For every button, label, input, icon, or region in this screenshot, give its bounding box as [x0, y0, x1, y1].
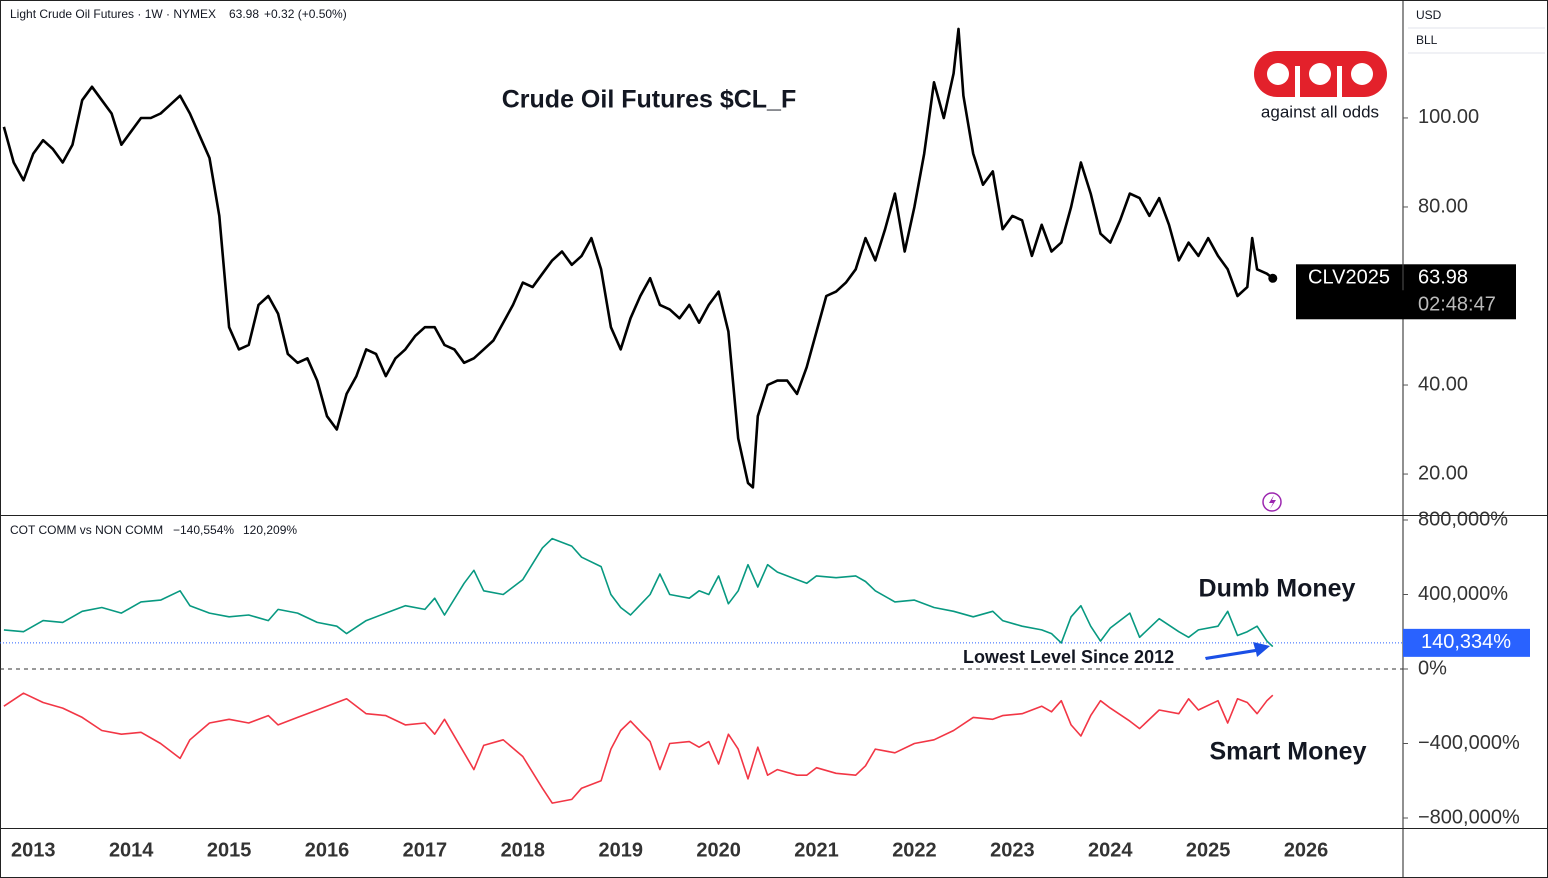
- alert-icon[interactable]: [1262, 492, 1282, 512]
- plot: [2, 27, 1274, 489]
- x-tick-label: 2016: [305, 839, 350, 861]
- y-tick-label: 100.00: [1418, 106, 1479, 128]
- x-tick-label: 2023: [990, 839, 1035, 861]
- unit: BLL: [1416, 33, 1438, 47]
- logo-hole: [1351, 63, 1373, 85]
- x-tick-label: 2013: [11, 839, 56, 861]
- x-tick-label: 2018: [501, 839, 546, 861]
- logo-hole: [1309, 63, 1331, 85]
- chart-title: Crude Oil Futures $CL_F: [502, 86, 796, 114]
- x-tick-label: 2022: [892, 839, 937, 861]
- annotation-arrow: [1205, 642, 1270, 660]
- plot: [3, 537, 1274, 804]
- x-tick-label: 2014: [109, 839, 154, 861]
- header-change: +0.32 (+0.50%): [264, 7, 347, 21]
- series-line: [3, 692, 1274, 804]
- logo-text: against all odds: [1261, 102, 1379, 121]
- logo-gap: [1295, 66, 1300, 97]
- logo-hole: [1267, 63, 1289, 85]
- x-tick-label: 2019: [598, 839, 643, 861]
- annotation: Lowest Level Since 2012: [963, 647, 1174, 667]
- last-point: [1268, 273, 1278, 283]
- y-tick-label: 800,000%: [1418, 508, 1508, 530]
- x-tick-label: 2020: [696, 839, 741, 861]
- y-tick-label: −800,000%: [1418, 806, 1520, 828]
- legend-value: 120,209%: [243, 523, 297, 537]
- price-tag-name: CLV2025: [1308, 267, 1390, 289]
- countdown: 02:48:47: [1418, 294, 1496, 316]
- price-tag-value: 63.98: [1418, 267, 1468, 289]
- marker-tag: [1403, 628, 1530, 657]
- logo: against all odds: [1254, 51, 1387, 121]
- series-line: [3, 537, 1274, 648]
- x-tick-label: 2017: [403, 839, 448, 861]
- header-price: 63.98: [229, 7, 259, 21]
- y-tick-label: 20.00: [1418, 462, 1468, 484]
- indicator-header: COT COMM vs NON COMM: [10, 523, 163, 537]
- legend-value: −140,554%: [173, 523, 234, 537]
- logo-gap: [1337, 66, 1342, 97]
- y-tick-label: 400,000%: [1418, 583, 1508, 605]
- symbol-header: Light Crude Oil Futures · 1W · NYMEX: [10, 7, 216, 21]
- series-annotation: Dumb Money: [1199, 575, 1356, 603]
- y-tick-label: −400,000%: [1418, 732, 1520, 754]
- y-tick-label: 40.00: [1418, 373, 1468, 395]
- x-tick-label: 2015: [207, 839, 252, 861]
- series-annotation: Smart Money: [1210, 738, 1367, 766]
- x-tick-label: 2021: [794, 839, 839, 861]
- price-tag: [1296, 264, 1516, 320]
- x-tick-label: 2024: [1088, 839, 1133, 861]
- alert-bolt: [1269, 495, 1276, 509]
- x-tick-label: 2025: [1186, 839, 1231, 861]
- series-line: [2, 27, 1274, 489]
- marker-tag-label: 140,334%: [1421, 631, 1511, 653]
- currency: USD: [1416, 8, 1442, 22]
- x-tick-label: 2026: [1284, 839, 1329, 861]
- y-tick-label: 0%: [1418, 657, 1447, 679]
- y-tick-label: 80.00: [1418, 195, 1468, 217]
